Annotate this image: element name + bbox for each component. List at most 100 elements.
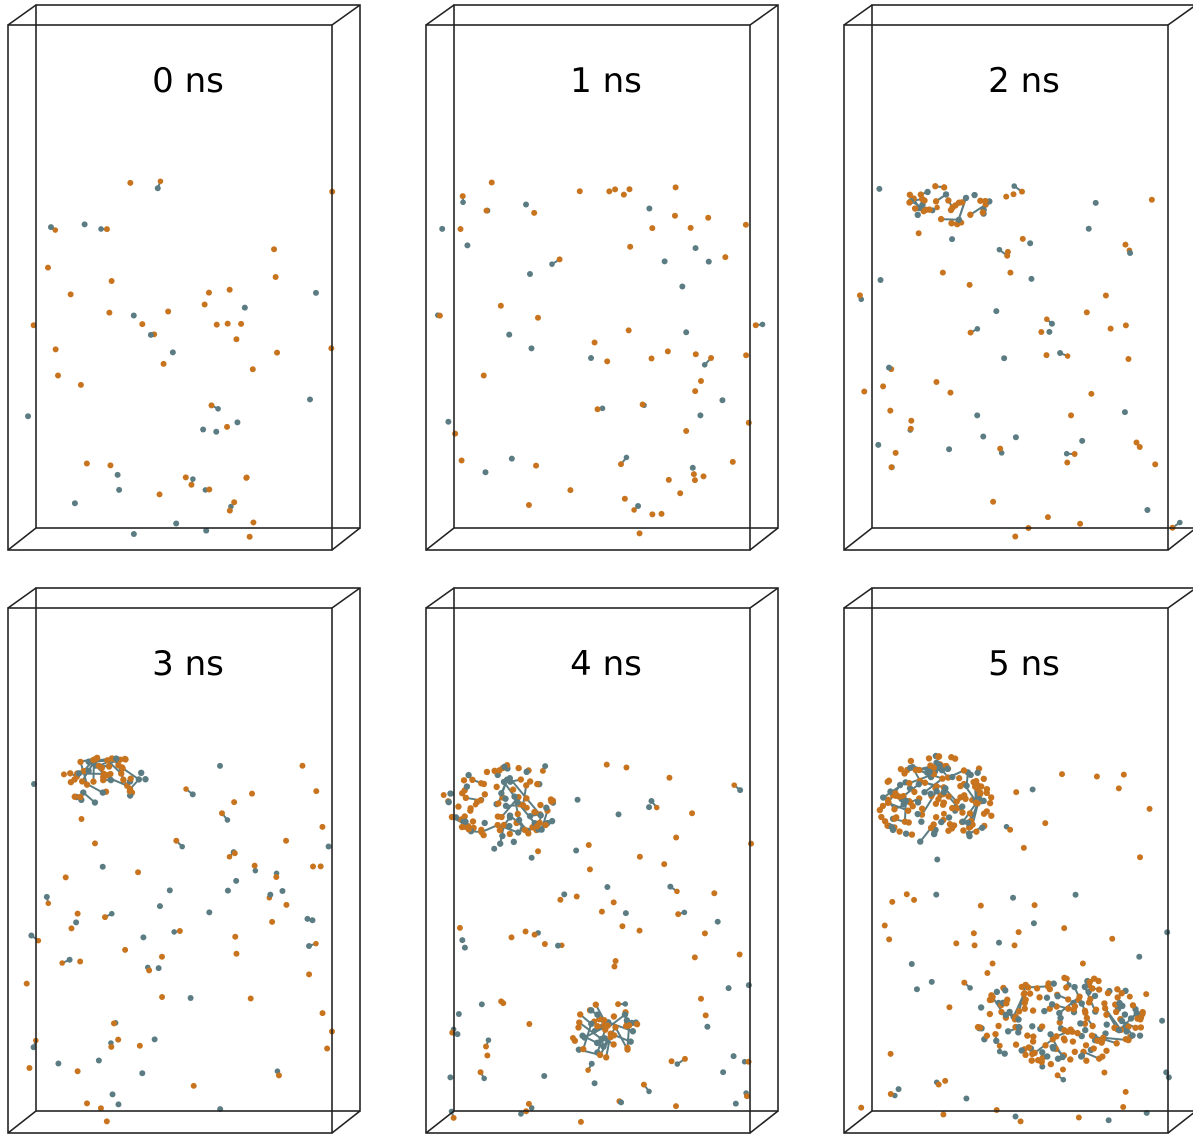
atom [509,786,517,793]
box-back [35,4,361,529]
atom [1030,1033,1037,1040]
atom [1059,1053,1066,1061]
atom [955,775,963,782]
atom [1095,986,1103,993]
atom [1133,439,1140,446]
atom [502,795,509,802]
atom [95,762,103,770]
atom [83,1100,90,1107]
atom [528,854,535,861]
atom [1029,786,1036,793]
atom [483,1043,490,1050]
atom [304,915,311,922]
atom [542,821,549,829]
atom [936,762,943,769]
atom [1101,1000,1108,1007]
atom [231,799,238,806]
atom [935,1081,942,1088]
atom [1125,1023,1132,1030]
atom [1020,990,1028,998]
atom [508,934,515,941]
atom [974,326,981,332]
atom [1001,355,1008,362]
atom [621,1011,629,1018]
atom [190,1082,197,1089]
atom [635,503,642,510]
atom [939,801,947,808]
atom [623,1017,631,1024]
atom [493,783,500,791]
atom [1115,785,1122,792]
atom [307,396,314,403]
atom [692,388,699,395]
atom [646,1088,652,1095]
atom [600,1043,607,1050]
atom [452,430,459,437]
atom [156,491,163,498]
atom [648,798,655,805]
atom [1103,1047,1110,1054]
atom [1127,250,1134,257]
atom [576,1019,583,1026]
atom [116,486,123,493]
atom [1103,1021,1110,1028]
atom [90,778,97,785]
atom [972,799,980,806]
atom [142,776,149,783]
atom [639,401,646,408]
atom [574,796,581,803]
atom [1038,1023,1046,1030]
atom [627,1038,634,1045]
atom [555,942,562,949]
atom [135,869,142,876]
atom [691,954,698,961]
atom [309,917,316,924]
atom [1137,1024,1145,1031]
atoms [440,761,755,1125]
atom [714,918,721,925]
atom [1125,356,1132,363]
atom [626,186,633,193]
atom [912,766,919,774]
atom [1129,1002,1137,1009]
atom [585,842,592,849]
atom [528,1105,535,1111]
atom [722,254,729,261]
atom [1031,902,1038,909]
atom [1101,1005,1109,1012]
atom [458,823,466,831]
atom [881,922,888,929]
atom [506,822,513,830]
atom [884,778,891,785]
atoms [434,179,766,537]
box-edge [749,4,779,26]
atom [618,461,625,468]
atom [267,891,274,898]
atom [523,782,530,789]
atom [1119,1002,1126,1010]
atom [238,320,245,327]
atom [653,804,660,811]
atom [68,925,75,932]
atom [231,850,238,857]
atom [946,1004,953,1011]
atom [1042,1042,1049,1049]
atom [671,212,678,219]
atom [980,810,988,817]
atom [147,331,154,338]
atom [1010,894,1017,901]
atom [1013,789,1020,796]
atom [319,823,326,830]
atom [78,815,85,822]
atom [679,283,686,290]
box-edge [843,587,873,609]
atom [907,757,915,765]
atom [1061,925,1068,932]
atom [691,477,698,484]
atom [140,934,147,941]
atom [993,1037,1000,1045]
atom [646,804,653,811]
atom [594,406,601,413]
atom [594,1022,601,1030]
